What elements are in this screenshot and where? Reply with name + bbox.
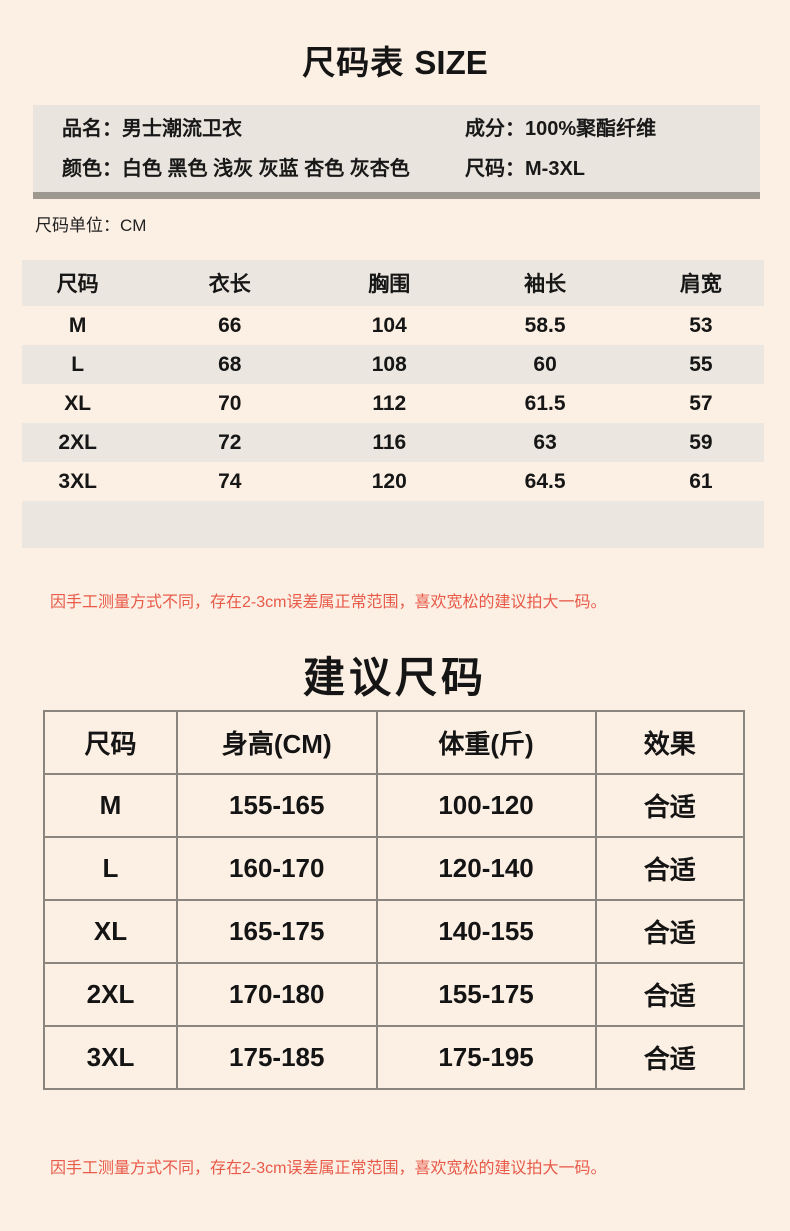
product-material-label: 成分： xyxy=(465,118,525,140)
size-table-header: 肩宽 xyxy=(637,260,764,306)
table-row: L 68 108 60 55 xyxy=(22,345,764,384)
product-color-line: 颜色：白色 黑色 浅灰 灰蓝 杏色 灰杏色 xyxy=(62,149,410,189)
product-color-label: 颜色： xyxy=(62,158,122,180)
height-cell: 165-175 xyxy=(176,899,378,964)
weight-cell: 120-140 xyxy=(375,836,597,901)
chest-cell: 120 xyxy=(371,469,407,493)
size-unit-label: 尺码单位： xyxy=(35,216,120,235)
fit-cell: 合适 xyxy=(594,962,746,1027)
size-unit-value: CM xyxy=(120,216,147,235)
chest-cell: 112 xyxy=(372,391,407,415)
size-measurements-table: 尺码 衣长 胸围 袖长 肩宽 M 66 104 58.5 53 L 68 xyxy=(22,260,764,501)
product-name-label: 品名： xyxy=(62,118,122,140)
product-color-value: 白色 黑色 浅灰 灰蓝 杏色 灰杏色 xyxy=(122,158,410,180)
measure-tolerance-note-bottom: 因手工测量方式不同，存在2-3cm误差属正常范围，喜欢宽松的建议拍大一码。 xyxy=(50,1160,607,1177)
length-cell: 74 xyxy=(218,469,242,493)
product-material-line: 成分：100%聚酯纤维 xyxy=(465,109,656,149)
fit-cell: 合适 xyxy=(594,836,746,901)
suggest-table-header-row: 尺码 身高(CM) 体重(斤) 效果 xyxy=(43,710,746,775)
table-row: 3XL 74 120 64.5 61 xyxy=(22,462,764,501)
product-size-range-label: 尺码： xyxy=(465,158,525,180)
size-table-header: 衣长 xyxy=(133,260,327,306)
length-cell: 72 xyxy=(218,430,242,454)
table-row: 3XL 175-185 175-195 合适 xyxy=(43,1025,746,1090)
size-unit-note: 尺码单位：CM xyxy=(35,214,146,238)
page-title-en: SIZE xyxy=(414,44,488,81)
size-cell: 3XL xyxy=(43,1025,178,1090)
shoulder-cell: 53 xyxy=(689,313,713,337)
product-size-range-line: 尺码：M-3XL xyxy=(465,149,585,189)
table-row: XL 70 112 61.5 57 xyxy=(22,384,764,423)
weight-cell: 175-195 xyxy=(375,1025,597,1090)
product-material-value: 100%聚酯纤维 xyxy=(525,118,657,140)
measure-tolerance-note: 因手工测量方式不同，存在2-3cm误差属正常范围，喜欢宽松的建议拍大一码。 xyxy=(50,594,607,611)
shoulder-cell: 57 xyxy=(689,391,713,415)
table-row: L 160-170 120-140 合适 xyxy=(43,836,746,901)
size-cell: M xyxy=(43,773,178,838)
weight-cell: 140-155 xyxy=(375,899,597,964)
size-cell: 2XL xyxy=(43,962,178,1027)
product-size-range-value: M-3XL xyxy=(525,158,585,180)
sleeve-cell: 64.5 xyxy=(524,469,566,493)
sleeve-cell: 58.5 xyxy=(524,313,566,337)
sleeve-cell: 63 xyxy=(533,430,557,454)
chest-cell: 104 xyxy=(371,313,407,337)
size-table-header: 袖长 xyxy=(452,260,638,306)
size-table-header-row: 尺码 衣长 胸围 袖长 肩宽 xyxy=(22,260,764,306)
size-cell: XL xyxy=(43,899,178,964)
fit-cell: 合适 xyxy=(594,773,746,838)
sleeve-cell: 61.5 xyxy=(524,391,566,415)
length-cell: 66 xyxy=(218,313,242,337)
size-cell: XL xyxy=(64,391,92,415)
suggest-header-weight: 体重(斤) xyxy=(375,710,597,775)
product-name-line: 品名：男士潮流卫衣 xyxy=(62,109,242,149)
size-cell: 3XL xyxy=(58,469,97,493)
info-box-divider-bar xyxy=(33,192,760,199)
table-row: 2XL 170-180 155-175 合适 xyxy=(43,962,746,1027)
size-table-footer-band xyxy=(22,501,764,548)
shoulder-cell: 61 xyxy=(689,469,713,493)
product-info-box: 品名：男士潮流卫衣 颜色：白色 黑色 浅灰 灰蓝 杏色 灰杏色 成分：100%聚… xyxy=(33,105,760,192)
suggest-header-fit: 效果 xyxy=(594,710,746,775)
sleeve-cell: 60 xyxy=(533,352,557,376)
chest-cell: 116 xyxy=(372,430,407,454)
length-cell: 68 xyxy=(218,352,242,376)
page-title-cjk: 尺码表 xyxy=(302,44,405,81)
size-table-header: 尺码 xyxy=(22,260,134,306)
weight-cell: 100-120 xyxy=(375,773,597,838)
page-title: 尺码表 SIZE xyxy=(0,36,790,84)
size-cell: M xyxy=(68,313,87,337)
suggest-header-size: 尺码 xyxy=(43,710,178,775)
height-cell: 155-165 xyxy=(176,773,378,838)
size-table-header: 胸围 xyxy=(326,260,453,306)
size-cell: L xyxy=(43,836,178,901)
suggest-header-height: 身高(CM) xyxy=(176,710,378,775)
table-row: XL 165-175 140-155 合适 xyxy=(43,899,746,964)
length-cell: 70 xyxy=(218,391,242,415)
table-row: M 155-165 100-120 合适 xyxy=(43,773,746,838)
fit-cell: 合适 xyxy=(594,899,746,964)
height-cell: 175-185 xyxy=(176,1025,378,1090)
shoulder-cell: 55 xyxy=(689,352,713,376)
suggest-size-title: 建议尺码 xyxy=(302,654,487,701)
shoulder-cell: 59 xyxy=(689,430,713,454)
chest-cell: 108 xyxy=(371,352,407,376)
height-cell: 170-180 xyxy=(176,962,378,1027)
table-row: 2XL 72 116 63 59 xyxy=(22,423,764,462)
size-cell: L xyxy=(71,352,85,376)
fit-cell: 合适 xyxy=(594,1025,746,1090)
size-cell: 2XL xyxy=(58,430,97,454)
height-cell: 160-170 xyxy=(176,836,378,901)
suggest-size-table: 尺码 身高(CM) 体重(斤) 效果 M 155-165 100-120 合适 … xyxy=(43,710,746,1090)
product-name-value: 男士潮流卫衣 xyxy=(122,118,242,140)
weight-cell: 155-175 xyxy=(375,962,597,1027)
table-row: M 66 104 58.5 53 xyxy=(22,306,764,345)
